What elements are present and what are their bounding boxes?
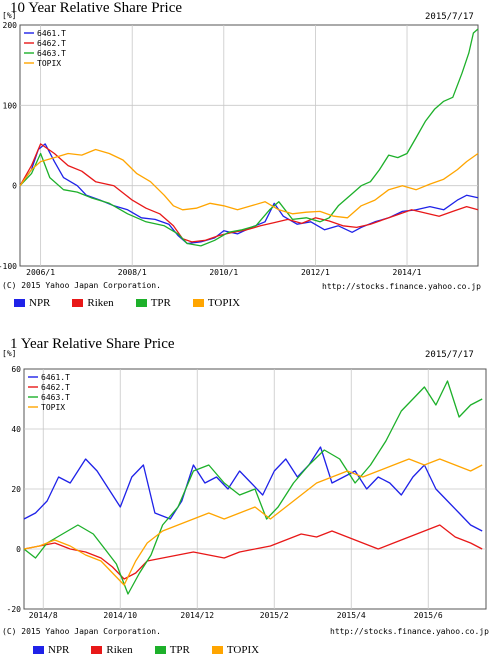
bottom-legend-label: Riken bbox=[106, 644, 133, 656]
copyright: (C) 2015 Yahoo Japan Corporation. bbox=[2, 627, 161, 636]
bottom-legend-item: Riken bbox=[91, 644, 133, 656]
x-tick-label: 2015/4 bbox=[337, 611, 366, 620]
legend-entry: 6463.T bbox=[37, 49, 66, 58]
bottom-legend-label: TOPIX bbox=[226, 644, 260, 656]
y-tick-label: 100 bbox=[3, 101, 18, 110]
bottom-legend-label: NPR bbox=[29, 297, 51, 309]
chart-title: 1 Year Relative Share Price bbox=[10, 336, 175, 352]
bottom-legend-item: Riken bbox=[72, 297, 114, 309]
legend-color-swatch bbox=[91, 646, 103, 654]
x-tick-label: 2015/6 bbox=[414, 611, 443, 620]
y-tick-label: -20 bbox=[7, 605, 22, 614]
legend-color-swatch bbox=[154, 646, 166, 654]
series-line-6461-t bbox=[23, 446, 483, 532]
legend-entry: TOPIX bbox=[41, 403, 65, 412]
line-plot: 60 40 20 0 -20 2014/8 2014/10 2014/12 2015/2 2015… bbox=[7, 365, 487, 620]
legend-entry: 6461.T bbox=[41, 373, 70, 382]
y-axis-unit: [%] bbox=[2, 349, 17, 358]
source-url: http://stocks.finance.yahoo.co.jp bbox=[322, 282, 481, 291]
legend-color-swatch bbox=[192, 299, 204, 307]
chart-date: 2015/7/17 bbox=[425, 12, 474, 22]
x-tick-label: 2014/8 bbox=[29, 611, 58, 620]
bottom-legend-item: TPR bbox=[154, 644, 190, 656]
y-tick-label: 0 bbox=[16, 545, 21, 554]
legend-entry: 6462.T bbox=[37, 39, 66, 48]
x-tick-label: 2014/12 bbox=[180, 611, 214, 620]
legend-entry: TOPIX bbox=[37, 59, 61, 68]
legend-color-swatch bbox=[211, 646, 223, 654]
bottom-legend-label: NPR bbox=[48, 644, 70, 656]
chart-10-year: 10 Year Relative Share Price 2015/7/17 [… bbox=[0, 0, 492, 318]
bottom-legend: NPR Riken TPR TOPIX bbox=[33, 644, 281, 656]
line-plot: 200 100 0 -100 2006/1 2008/1 2010/1 2012/1 2014/… bbox=[0, 21, 479, 277]
bottom-legend-item: TOPIX bbox=[192, 297, 241, 309]
x-tick-label: 2006/1 bbox=[26, 268, 55, 277]
bottom-legend-item: TOPIX bbox=[211, 644, 260, 656]
bottom-legend-item: NPR bbox=[33, 644, 69, 656]
series-line-6463-t bbox=[23, 380, 483, 595]
legend-entry: 6463.T bbox=[41, 393, 70, 402]
y-tick-label: -100 bbox=[0, 262, 17, 271]
bottom-legend-label: Riken bbox=[87, 297, 114, 309]
bottom-legend-label: TOPIX bbox=[207, 297, 241, 309]
y-axis-unit: [%] bbox=[2, 11, 17, 20]
series-line-topix bbox=[19, 148, 479, 219]
bottom-legend-label: TPR bbox=[169, 644, 190, 656]
series-line-6463-t bbox=[19, 28, 479, 247]
bottom-legend-label: TPR bbox=[150, 297, 171, 309]
copyright: (C) 2015 Yahoo Japan Corporation. bbox=[2, 281, 161, 290]
bottom-legend: NPR Riken TPR TOPIX bbox=[14, 297, 262, 309]
plot-area bbox=[19, 24, 479, 267]
chart-title: 10 Year Relative Share Price bbox=[10, 0, 183, 16]
legend-color-swatch bbox=[14, 299, 25, 307]
bottom-legend-item: NPR bbox=[14, 297, 50, 309]
legend-entry: 6461.T bbox=[37, 29, 66, 38]
x-tick-label: 2010/1 bbox=[209, 268, 238, 277]
x-tick-label: 2015/2 bbox=[260, 611, 289, 620]
y-tick-label: 60 bbox=[11, 365, 21, 374]
legend-entry: 6462.T bbox=[41, 383, 70, 392]
y-tick-label: 200 bbox=[3, 21, 18, 30]
y-tick-label: 20 bbox=[11, 485, 21, 494]
bottom-legend-item: TPR bbox=[135, 297, 171, 309]
x-tick-label: 2008/1 bbox=[118, 268, 147, 277]
x-tick-label: 2014/1 bbox=[393, 268, 422, 277]
y-tick-label: 40 bbox=[11, 425, 21, 434]
y-tick-label: 0 bbox=[12, 182, 17, 191]
series-line-topix bbox=[23, 458, 483, 586]
legend-color-swatch bbox=[72, 299, 84, 307]
x-tick-label: 2012/1 bbox=[301, 268, 330, 277]
legend-color-swatch bbox=[33, 646, 44, 654]
series-line-6461-t bbox=[19, 143, 479, 245]
series-line-6462-t bbox=[23, 524, 483, 580]
chart-date: 2015/7/17 bbox=[425, 350, 474, 360]
chart-1-year: 1 Year Relative Share Price 2015/7/17 [%… bbox=[0, 336, 492, 669]
source-url: http://stocks.finance.yahoo.co.jp bbox=[330, 627, 489, 636]
series-line-6462-t bbox=[19, 143, 479, 243]
x-tick-label: 2014/10 bbox=[103, 611, 137, 620]
legend-color-swatch bbox=[135, 299, 147, 307]
